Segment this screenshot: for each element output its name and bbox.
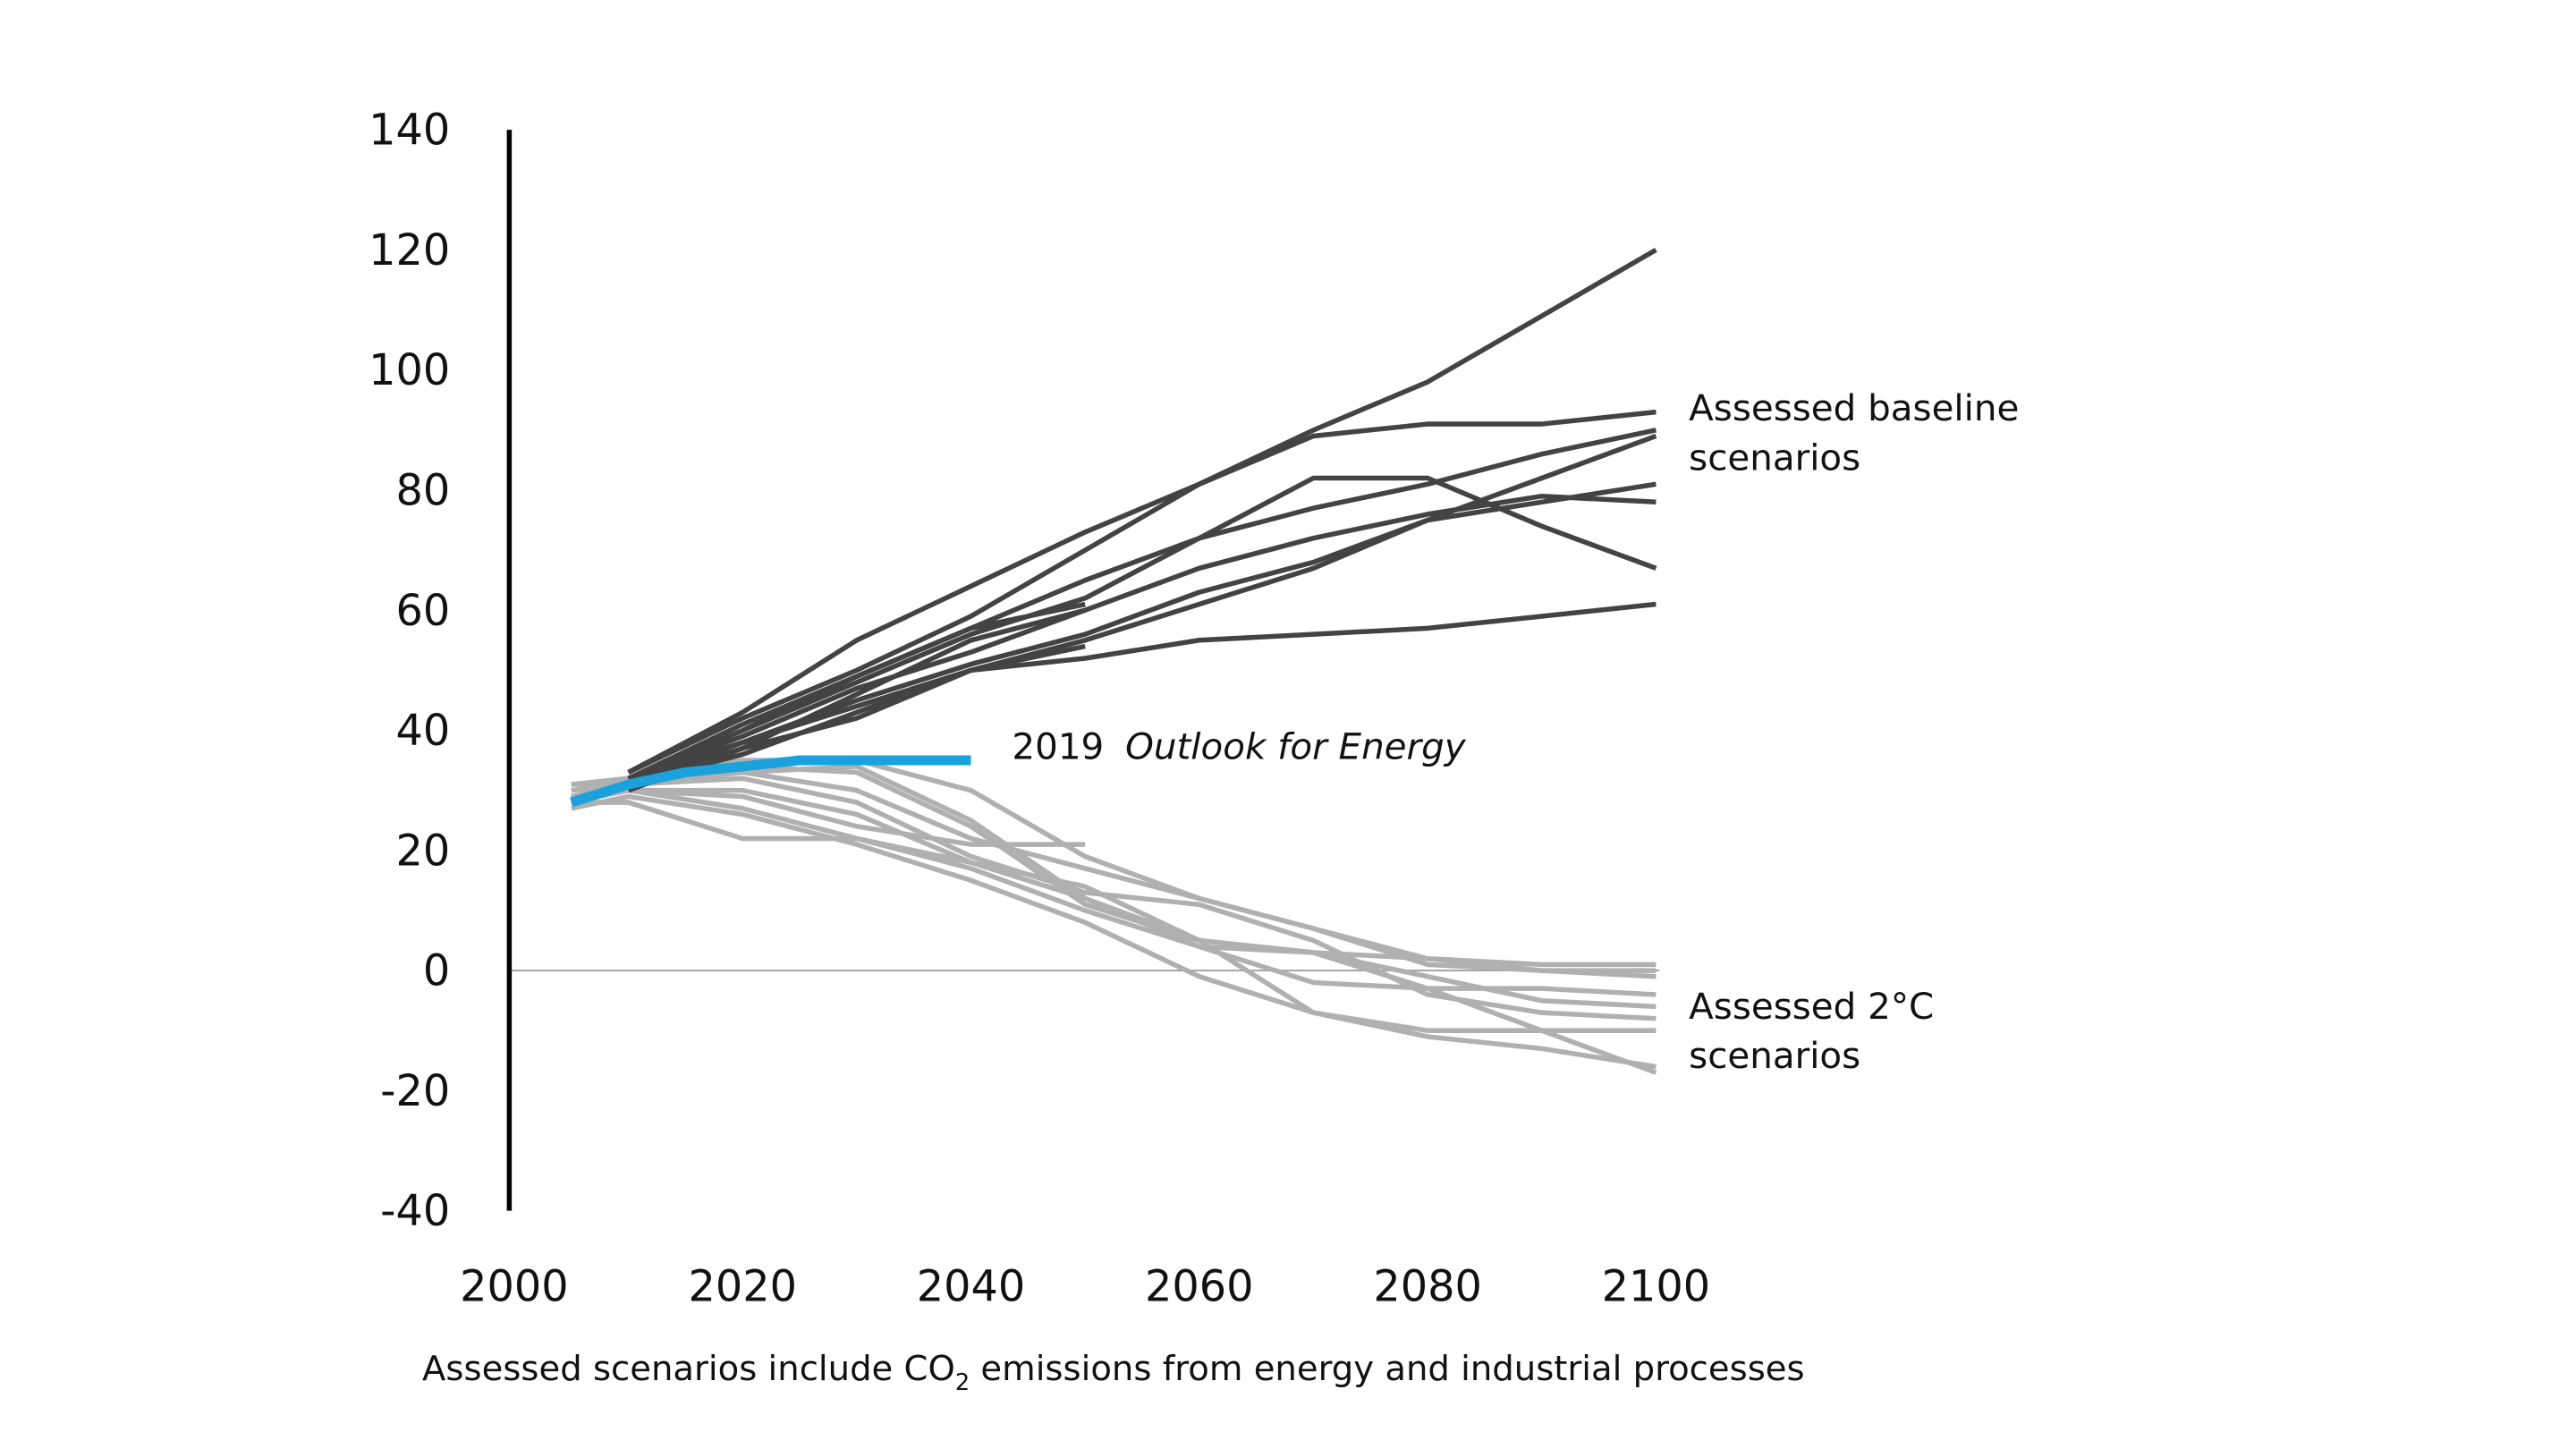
y-tick-label: 40 xyxy=(395,707,450,756)
y-tick-label: -40 xyxy=(380,1187,450,1236)
baseline-scenario-line xyxy=(627,409,1657,775)
baseline-label-line1: Assessed baseline xyxy=(1689,386,2019,429)
y-tick-label: 60 xyxy=(395,587,450,636)
baseline-label-line2: scenarios xyxy=(1689,436,1860,479)
caption-before: Assessed scenarios include CO xyxy=(422,1349,955,1389)
two-degree-scenario-line xyxy=(571,793,1657,1033)
baseline-scenario-line xyxy=(627,601,1086,781)
outlook-for-energy-line xyxy=(570,755,971,808)
x-tick-label: 2060 xyxy=(1145,1263,1254,1312)
outlook-label: 2019 Outlook for Energy xyxy=(1012,725,1466,768)
x-tick-label: 2000 xyxy=(460,1263,569,1312)
y-tick-label: 80 xyxy=(395,466,450,515)
baseline-scenario-line xyxy=(627,247,1657,775)
two-degree-scenario-line xyxy=(571,787,1657,1070)
x-tick-label: 2040 xyxy=(917,1263,1026,1312)
x-tick-label: 2100 xyxy=(1602,1263,1711,1312)
y-axis-ticks: 140 120 100 80 60 40 20 0 -20 -40 xyxy=(369,106,450,1237)
baseline-scenario-line xyxy=(627,493,1657,781)
outlook-series-group xyxy=(570,755,971,808)
caption-subscript: 2 xyxy=(955,1369,970,1396)
two-degree-scenario-line xyxy=(571,764,1657,997)
y-tick-label: 100 xyxy=(369,346,450,395)
y-tick-label: -20 xyxy=(380,1067,450,1116)
x-tick-label: 2080 xyxy=(1373,1263,1482,1312)
x-axis-ticks: 2000 2020 2040 2060 2080 2100 xyxy=(460,1263,1710,1312)
x-tick-label: 2020 xyxy=(688,1263,797,1312)
baseline-scenario-line xyxy=(627,481,1657,787)
two-degree-series-group xyxy=(571,758,1657,1075)
two-degree-label-line2: scenarios xyxy=(1689,1034,1860,1077)
y-tick-label: 20 xyxy=(395,826,450,876)
outlook-label-name: Outlook for Energy xyxy=(1125,725,1467,768)
baseline-scenario-line xyxy=(627,607,1086,793)
y-tick-label: 140 xyxy=(369,106,450,156)
y-tick-label: 120 xyxy=(369,226,450,275)
baseline-scenario-line xyxy=(627,428,1657,781)
baseline-series-group xyxy=(627,247,1657,793)
two-degree-label-line1: Assessed 2°C xyxy=(1689,985,1934,1028)
y-tick-label: 0 xyxy=(423,947,450,996)
x-axis-caption: Assessed scenarios include CO2 emissions… xyxy=(422,1349,1805,1396)
two-degree-scenario-line xyxy=(571,775,1657,1021)
outlook-label-year: 2019 xyxy=(1012,725,1104,768)
baseline-scenario-line xyxy=(627,475,1657,781)
caption-after: emissions from energy and industrial pro… xyxy=(970,1349,1804,1389)
